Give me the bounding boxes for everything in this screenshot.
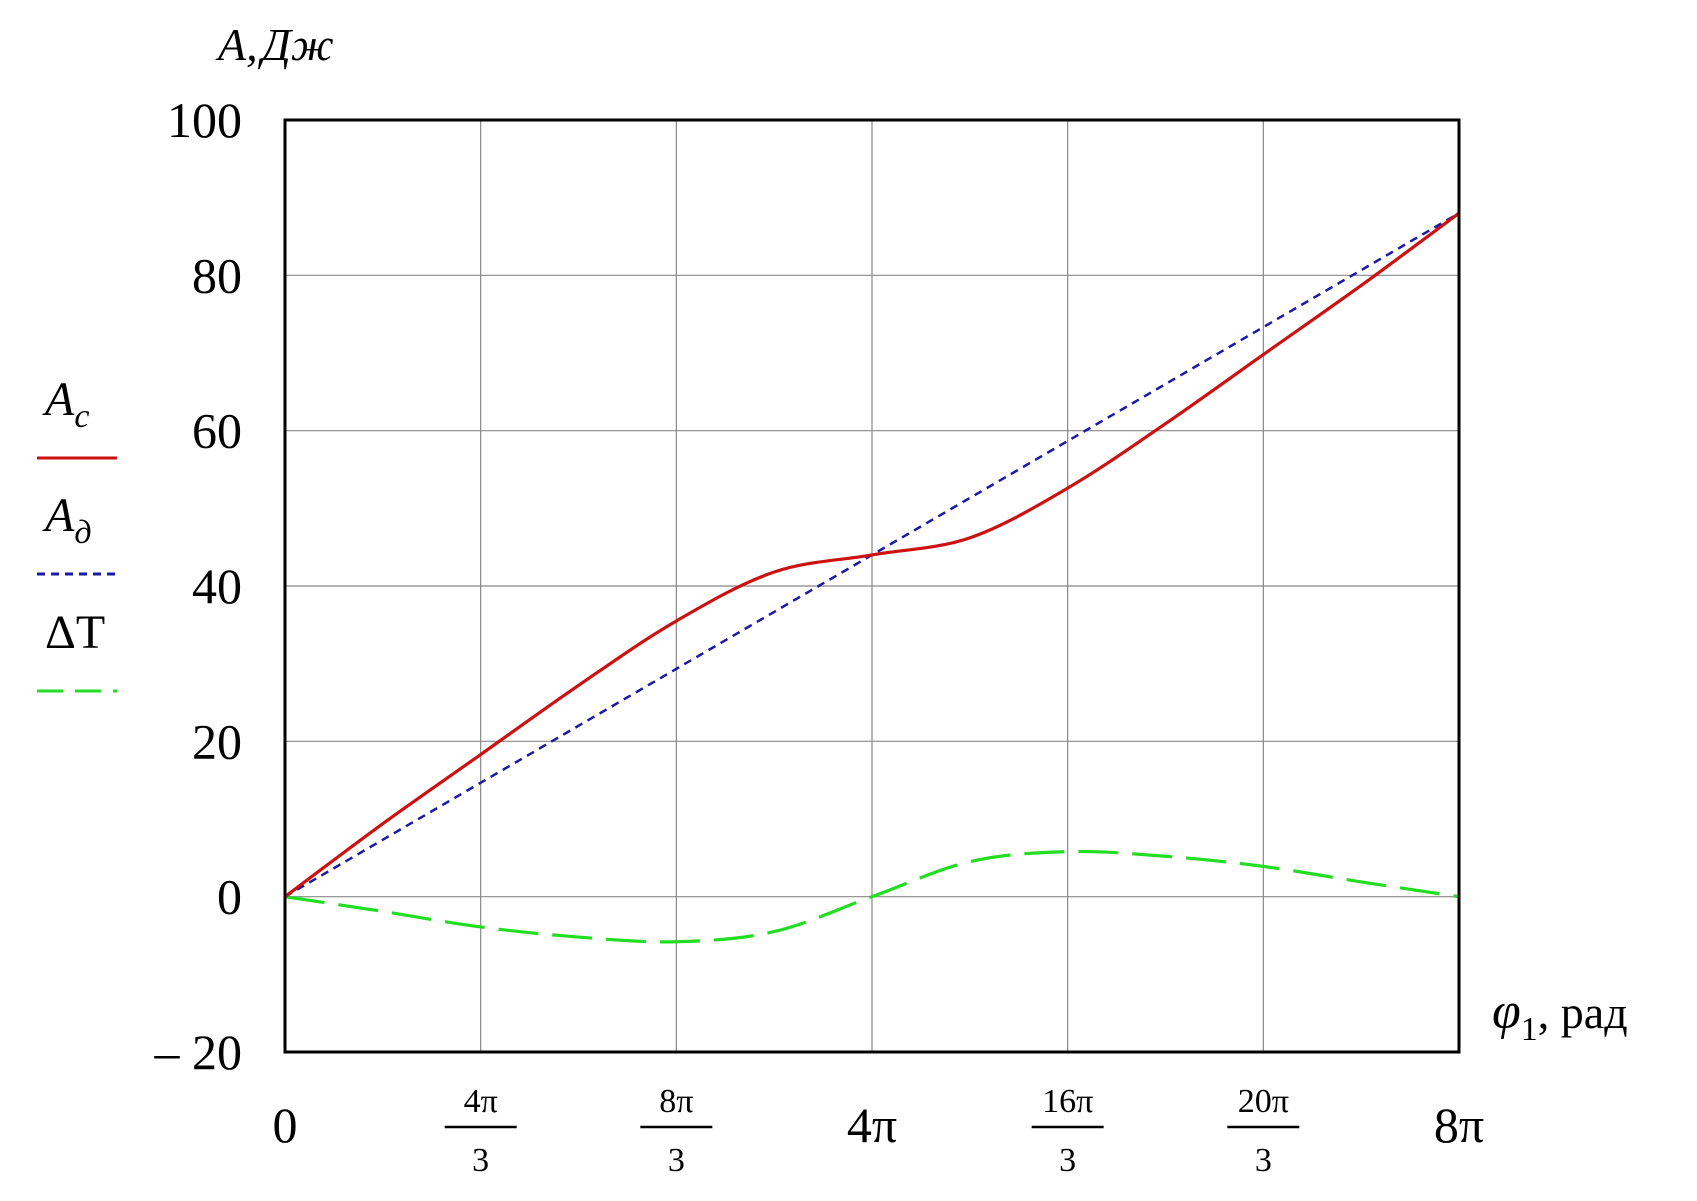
legend-label: ΔT [45,606,105,659]
x-tick-label-denominator: 3 [1059,1142,1076,1179]
legend-label: Ac [42,373,89,435]
series-line-delta-t [284,849,1460,944]
x-tick-label: 0 [273,1097,298,1153]
x-tick-label-denominator: 3 [472,1142,489,1179]
x-tick-labels: 0 4π 3 8π 3 4π 16π 3 20π 3 8π [273,1083,1485,1179]
x-axis-label: φ1, рад [1492,983,1628,1048]
y-tick-label: – 20 [154,1024,243,1080]
plot-frame [283,118,1461,1054]
x-tick-label-numerator: 8π [659,1083,693,1120]
x-tick-label-denominator: 3 [1255,1142,1272,1179]
y-tick-label: 40 [192,558,242,614]
series-line-ac [284,211,1460,898]
x-tick-label-numerator: 20π [1238,1083,1289,1120]
y-tick-label: 60 [192,403,242,459]
series-layer [284,211,1460,944]
y-tick-label: 100 [167,92,242,148]
y-tick-label: 80 [192,247,242,303]
x-tick-label: 4π [847,1097,897,1153]
y-tick-label: 20 [192,713,242,769]
y-tick-label: 0 [217,869,242,925]
x-tick-label-numerator: 16π [1042,1083,1093,1120]
y-tick-labels: 100 80 60 40 20 0 – 20 [154,92,243,1080]
x-tick-label-denominator: 3 [668,1142,685,1179]
y-axis-label: A,Дж [215,19,334,70]
x-tick-label: 8π [1434,1097,1484,1153]
legend-label: Aд [42,489,92,551]
legend: Ac Aд ΔT [37,373,117,693]
x-tick-label-numerator: 4π [464,1083,498,1120]
grid-lines [284,119,1460,1053]
